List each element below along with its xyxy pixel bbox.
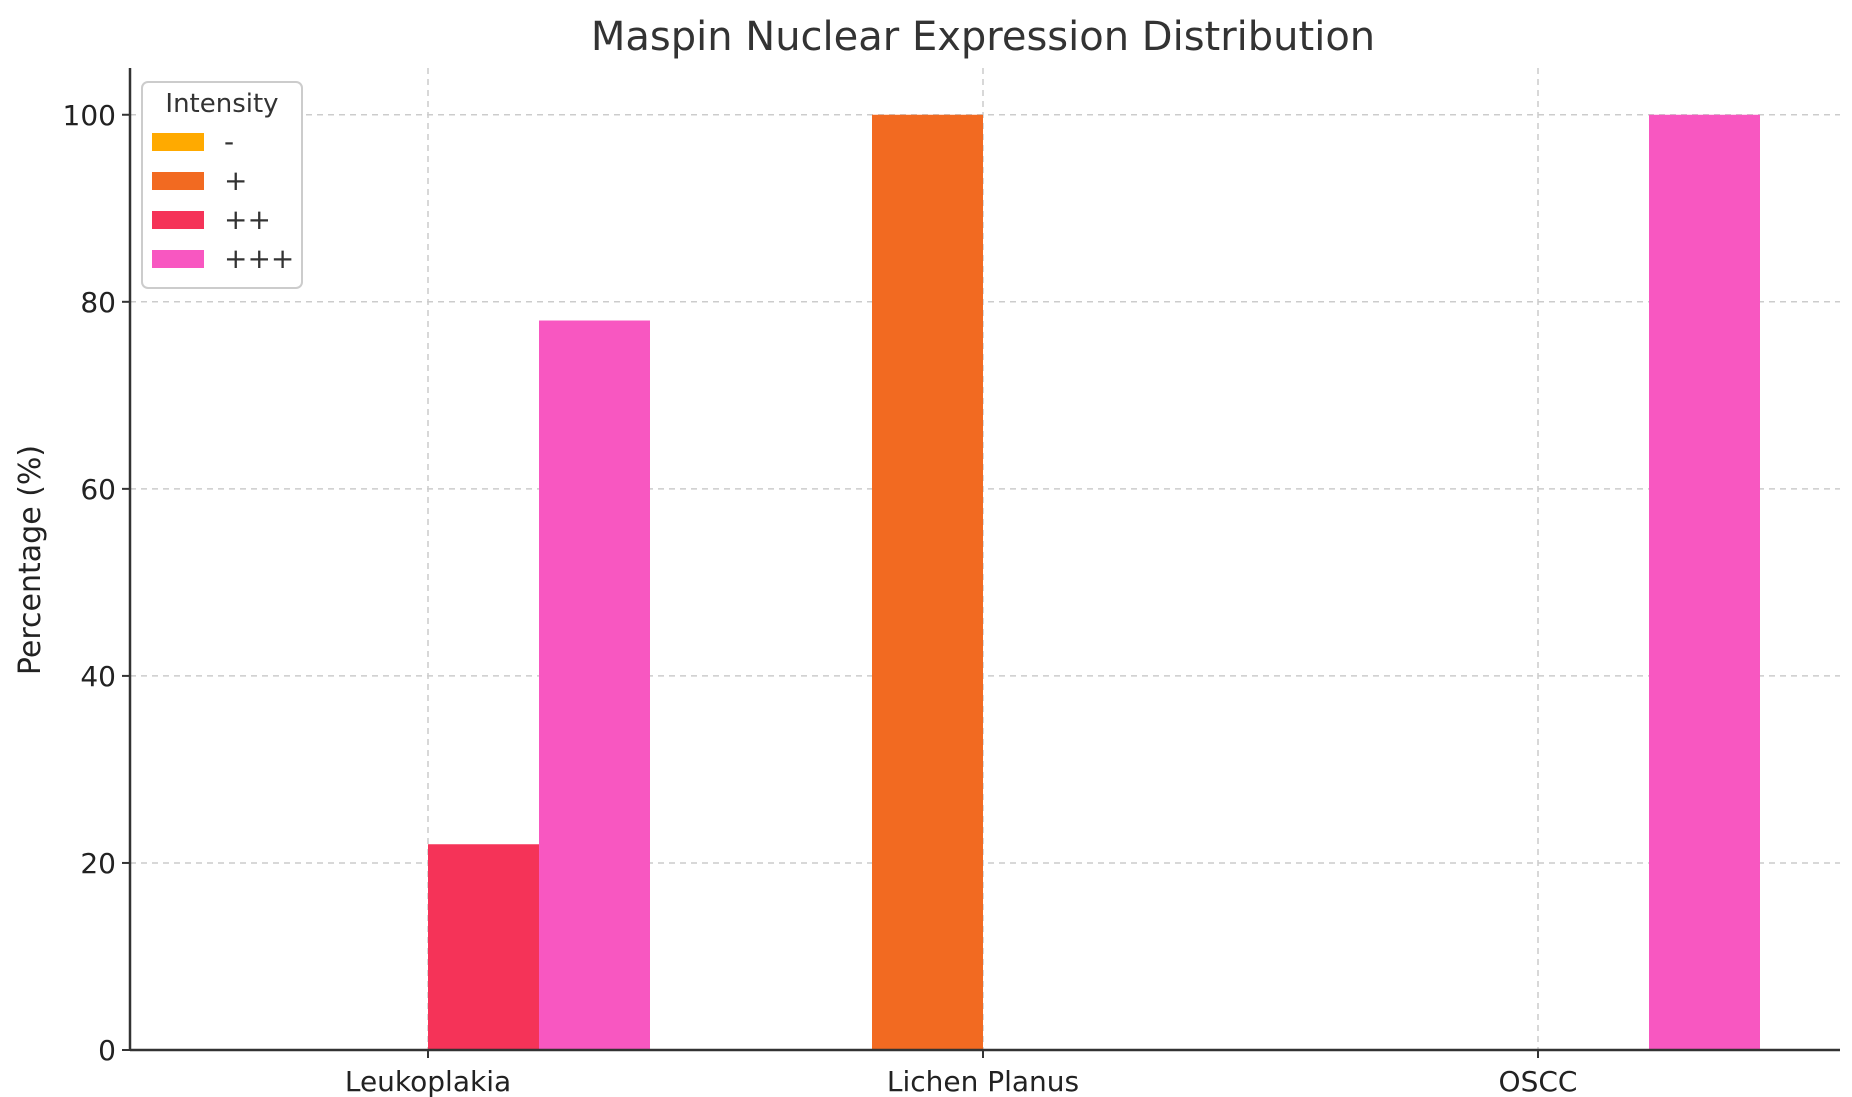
legend-swatch [152, 133, 204, 151]
legend-label: +++ [224, 242, 294, 275]
y-axis-label: Percentage (%) [13, 445, 48, 675]
y-tick-label: 0 [98, 1034, 116, 1067]
y-tick-label: 20 [80, 847, 116, 880]
bar-leukoplakia-series-4 [539, 320, 650, 1050]
legend-label: - [224, 125, 234, 158]
grid [130, 68, 1840, 1050]
bars [428, 114, 1760, 1050]
ticks: 0 20 40 60 80 100 Leukoplakia Lichen Planus OSCC [63, 99, 1578, 1097]
legend-label: + [224, 164, 247, 197]
bar-lichen-planus-series-2 [872, 114, 983, 1050]
axes [128, 68, 1840, 1052]
legend: Intensity-++++++ [141, 81, 303, 289]
legend-swatch [152, 250, 204, 268]
y-tick-label: 80 [80, 286, 116, 319]
chart-title: Maspin Nuclear Expression Distribution [591, 14, 1375, 60]
bar-leukoplakia-series-3 [428, 844, 539, 1050]
y-tick-label: 40 [80, 660, 116, 693]
y-tick-label: 60 [80, 473, 116, 506]
legend-swatch [152, 172, 204, 190]
legend-title: Intensity [165, 89, 278, 119]
legend-swatch [152, 211, 204, 229]
y-tick-label: 100 [63, 99, 116, 132]
legend-label: ++ [224, 203, 271, 236]
x-tick-label-oscc: OSCC [1499, 1065, 1578, 1097]
x-tick-label-lichen-planus: Lichen Planus [887, 1065, 1079, 1097]
bar-oscc-series-4 [1649, 114, 1760, 1050]
x-tick-label-leukoplakia: Leukoplakia [345, 1065, 511, 1097]
